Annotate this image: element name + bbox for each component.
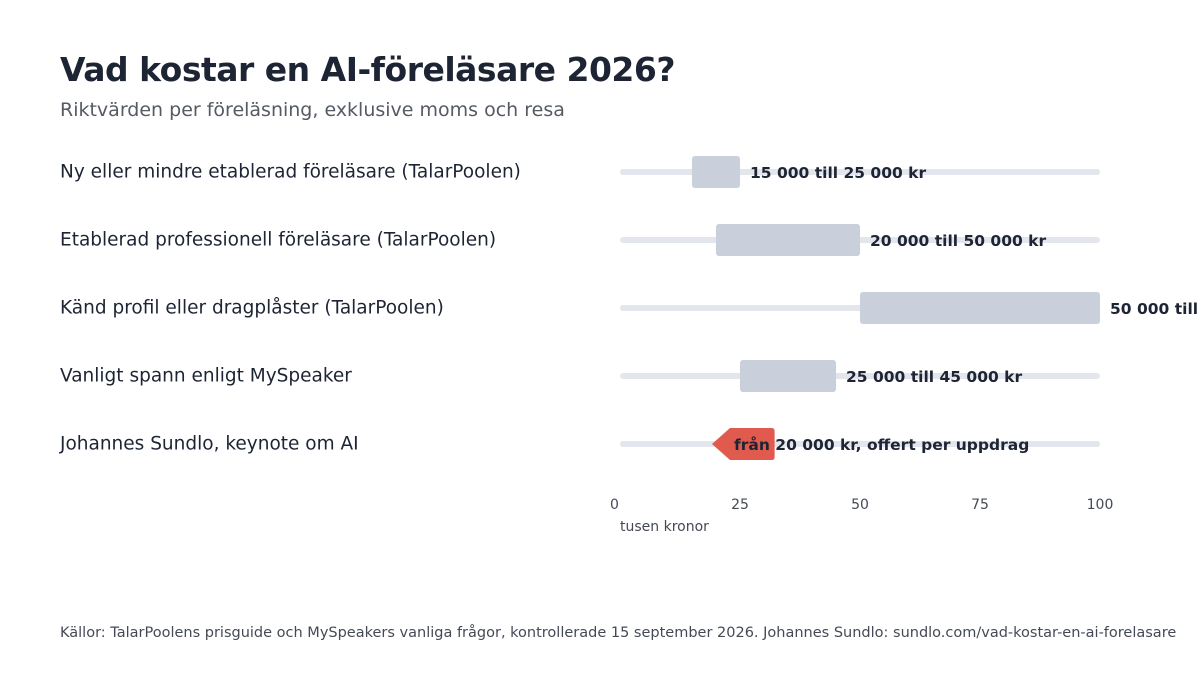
range-value-label: 15 000 till 25 000 kr — [750, 164, 926, 182]
range-bar — [716, 224, 860, 256]
row-label: Johannes Sundlo, keynote om AI — [60, 433, 359, 455]
x-tick-label: 75 — [971, 497, 989, 513]
row-label: Känd profil eller dragplåster (TalarPool… — [60, 297, 444, 319]
source-note: Källor: TalarPoolens prisguide och MySpe… — [60, 625, 1177, 641]
range-bar — [860, 292, 1100, 324]
x-tick-label: 50 — [851, 497, 869, 513]
range-value-label: 20 000 till 50 000 kr — [870, 232, 1046, 250]
row-label: Etablerad professionell föreläsare (Tala… — [60, 229, 497, 251]
x-tick-label: 0 — [610, 497, 619, 513]
range-bar — [740, 360, 836, 392]
range-value-label: 50 000 till 100 000 kr — [1110, 300, 1200, 318]
chart-title: Vad kostar en AI-föreläsare 2026? — [60, 50, 675, 89]
x-tick-label: 25 — [731, 497, 749, 513]
chart-subtitle: Riktvärden per föreläsning, exklusive mo… — [60, 99, 565, 121]
row-label: Vanligt spann enligt MySpeaker — [60, 365, 352, 387]
range-value-label: från 20 000 kr, offert per uppdrag — [734, 435, 1029, 454]
x-tick-label: 100 — [1087, 497, 1114, 513]
range-bar — [692, 156, 740, 188]
row-label: Ny eller mindre etablerad föreläsare (Ta… — [60, 161, 521, 183]
range-value-label: 25 000 till 45 000 kr — [846, 368, 1022, 386]
x-axis-label: tusen kronor — [620, 519, 709, 535]
highlight-range-bar — [712, 428, 775, 460]
